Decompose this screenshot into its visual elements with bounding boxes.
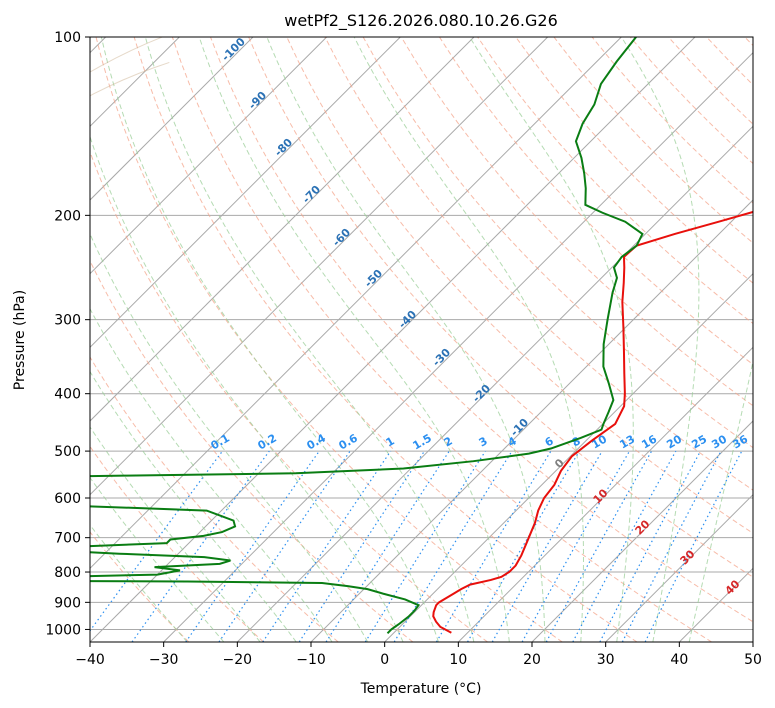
isotherm-line	[163, 51, 753, 642]
dry-adiabat-line	[210, 37, 753, 623]
mixing-ratio-line	[572, 450, 677, 642]
dry-adiabat-line	[90, 445, 264, 642]
moist-adiabat-line	[144, 37, 475, 642]
chart-title: wetPf2_S126.2026.080.10.26.G26	[284, 11, 558, 31]
dry-adiabat-line	[95, 37, 563, 642]
x-tick-label: −20	[223, 652, 253, 668]
dry-adiabat-line	[90, 531, 190, 642]
moist-adiabat-line	[688, 359, 753, 642]
dry-adiabat-line	[248, 37, 753, 578]
moist-adiabat-line	[90, 426, 261, 642]
isotherm-line	[90, 37, 254, 201]
dry-adiabat-line	[439, 37, 753, 366]
moist-adiabat-line	[100, 37, 439, 642]
isotherm-line	[457, 346, 753, 642]
x-axis-label: Temperature (°C)	[360, 681, 482, 697]
mixing-ratio-line	[466, 450, 580, 642]
x-tick-label: 10	[449, 652, 467, 668]
moist-adiabat-line	[353, 37, 584, 642]
x-tick-label: −10	[296, 652, 326, 668]
x-tick-label: 40	[670, 652, 688, 668]
profiles-layer	[90, 37, 753, 634]
isotherm-line	[90, 37, 401, 349]
isotherm-line	[90, 37, 622, 570]
y-tick-label: 500	[54, 444, 81, 460]
isotherm-line	[90, 37, 475, 422]
mixing-ratio-line	[435, 450, 552, 642]
y-axis-label: Pressure (hPa)	[12, 290, 28, 390]
isotherm-line	[90, 37, 696, 642]
x-tick-label: 0	[380, 652, 389, 668]
dry-adiabat-line	[324, 37, 753, 491]
mixing-ratio-line	[185, 450, 320, 642]
mixing-ratio-line	[262, 450, 392, 642]
moist-adiabat-line	[90, 307, 333, 642]
background-lines-layer	[90, 37, 753, 642]
y-tick-label: 400	[54, 387, 81, 403]
isotherm-line	[236, 125, 753, 642]
isotherm-line	[90, 37, 549, 496]
mixing-ratio-line	[364, 450, 486, 642]
axis-ticks-layer: −40 −30 −20 −10 0 10 20 30 40 50 100 200 300 400 500 60…	[45, 30, 762, 668]
mixing-ratio-line	[325, 450, 450, 642]
mixing-ratio-line	[218, 450, 351, 642]
x-tick-label: −40	[75, 652, 105, 668]
moist-adiabat-line	[90, 476, 225, 642]
moist-adiabat-line	[266, 37, 546, 642]
moist-adiabat-line	[198, 37, 510, 642]
plot-frame	[89, 36, 754, 643]
y-tick-label: 300	[54, 313, 81, 329]
y-tick-label: 600	[54, 491, 81, 507]
mixing-ratio-line	[298, 450, 425, 642]
x-tick-label: 30	[597, 652, 615, 668]
y-tick-label: 200	[54, 208, 81, 224]
x-tick-label: −30	[149, 652, 179, 668]
mixing-ratio-line	[131, 450, 270, 642]
dry-adiabat-line	[90, 150, 488, 642]
mixing-ratio-line	[393, 450, 513, 642]
y-tick-label: 700	[54, 531, 81, 547]
dry-adiabat-line	[90, 356, 339, 642]
y-tick-label: 900	[54, 595, 81, 611]
isotherm-line	[531, 420, 753, 642]
y-tick-label: 1000	[45, 622, 81, 638]
x-tick-label: 50	[744, 652, 762, 668]
dry-adiabat-line	[515, 37, 753, 284]
isotherm-line	[384, 272, 753, 642]
dry-adiabat-line	[90, 259, 414, 642]
x-tick-label: 20	[523, 652, 541, 668]
moist-adiabat-line	[90, 232, 369, 642]
dry-adiabat-line	[133, 37, 638, 642]
dewpoint-profile-line	[90, 37, 644, 634]
mixing-ratio-line	[599, 450, 702, 642]
isotherm-line	[90, 37, 328, 275]
dry-adiabat-line	[400, 37, 753, 407]
moist-adiabat-line	[90, 135, 404, 642]
y-tick-label: 100	[54, 30, 81, 46]
y-tick-label: 800	[54, 565, 81, 581]
dry-adiabat-line	[171, 37, 712, 642]
moist-adiabat-line	[621, 37, 700, 642]
temperature-profile-line	[432, 210, 753, 634]
isotherm-line	[605, 493, 753, 642]
